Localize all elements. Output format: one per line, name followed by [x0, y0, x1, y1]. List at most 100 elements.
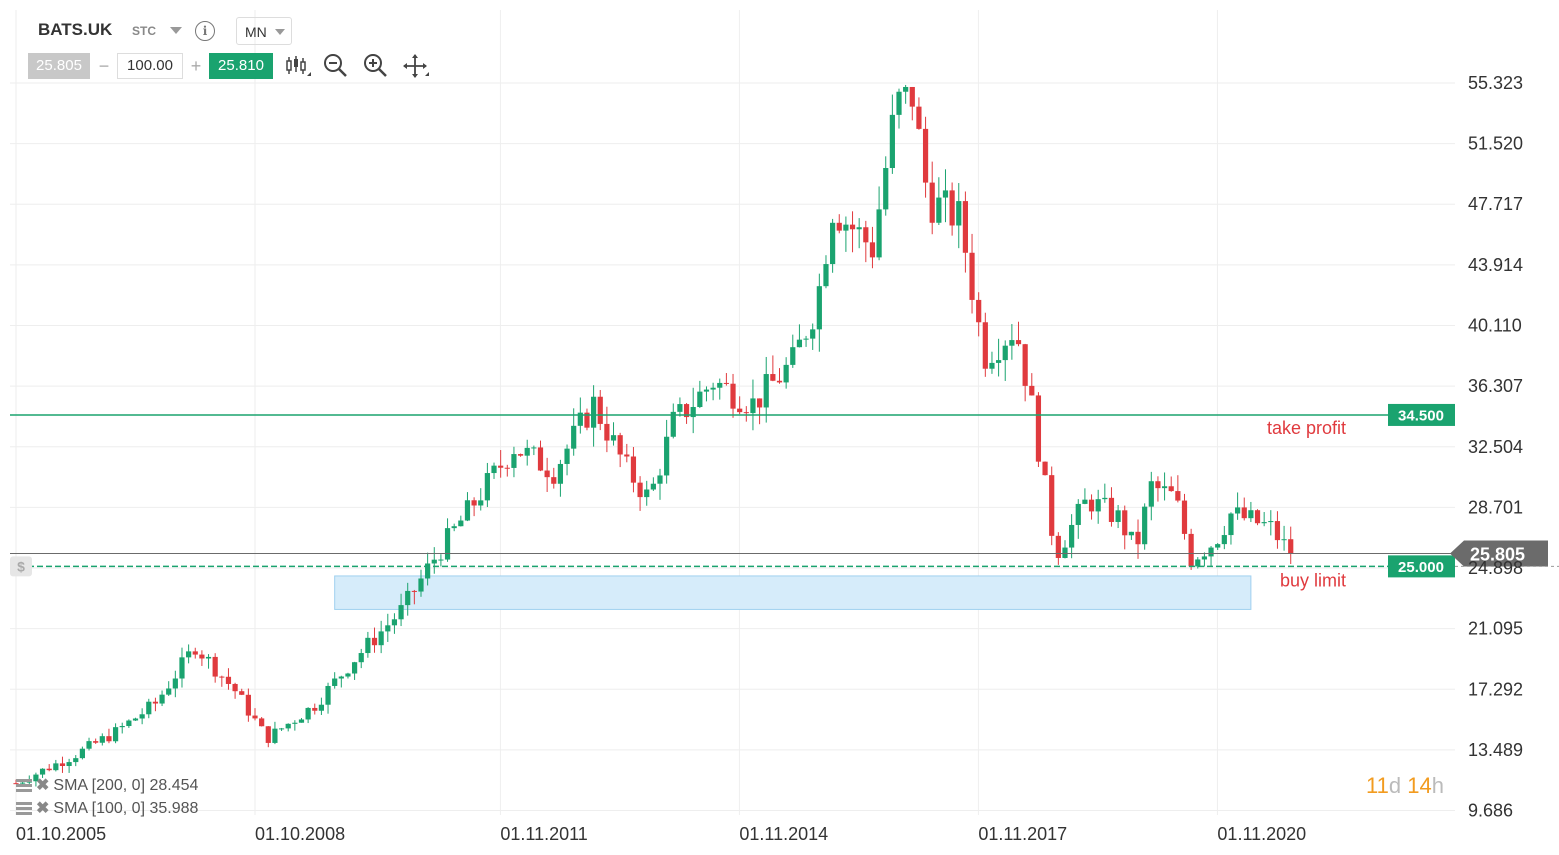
candle[interactable] — [278, 727, 285, 731]
candle[interactable] — [1009, 324, 1015, 360]
candle[interactable] — [1235, 492, 1241, 520]
candle[interactable] — [478, 488, 484, 511]
chevron-down-icon[interactable] — [275, 29, 285, 35]
candle[interactable] — [949, 182, 955, 236]
candle[interactable] — [604, 406, 610, 453]
candlestick-type-icon[interactable] — [283, 52, 311, 80]
candle[interactable] — [172, 670, 178, 698]
candle[interactable] — [265, 726, 271, 748]
candle[interactable] — [1055, 532, 1061, 565]
close-icon[interactable]: ✖ — [36, 800, 50, 817]
candle[interactable] — [484, 462, 490, 508]
candle[interactable] — [962, 191, 969, 273]
candle[interactable] — [405, 582, 411, 616]
candle[interactable] — [1268, 510, 1274, 536]
candle[interactable] — [418, 569, 424, 597]
candle[interactable] — [989, 351, 995, 374]
candle[interactable] — [551, 467, 557, 489]
candle[interactable] — [677, 397, 683, 417]
candle[interactable] — [737, 396, 743, 415]
candle[interactable] — [1261, 512, 1267, 527]
candle[interactable] — [504, 464, 510, 477]
candle[interactable] — [531, 445, 537, 456]
indicator-sma-200[interactable]: ✖ SMA [200, 0] 28.454 — [16, 775, 198, 795]
candle[interactable] — [391, 613, 398, 634]
candle[interactable] — [756, 398, 763, 425]
info-icon[interactable]: i — [195, 21, 215, 41]
candle[interactable] — [152, 697, 159, 712]
candle[interactable] — [630, 447, 637, 493]
candle[interactable] — [411, 589, 417, 605]
candle[interactable] — [292, 720, 298, 731]
timeframe-select[interactable]: MN — [236, 17, 292, 45]
candle[interactable] — [1201, 552, 1208, 567]
candle[interactable] — [112, 723, 119, 744]
candle[interactable] — [517, 453, 524, 457]
candle[interactable] — [896, 88, 902, 129]
candle[interactable] — [491, 462, 497, 479]
candle[interactable] — [86, 737, 92, 751]
candle[interactable] — [697, 380, 703, 409]
candle[interactable] — [378, 620, 384, 654]
candle[interactable] — [66, 758, 72, 773]
candle[interactable] — [46, 764, 52, 772]
candle[interactable] — [876, 186, 882, 261]
candle[interactable] — [803, 335, 809, 347]
candle[interactable] — [564, 444, 570, 476]
candle[interactable] — [225, 668, 232, 690]
candle[interactable] — [332, 672, 338, 689]
candle[interactable] — [93, 738, 99, 744]
candle[interactable] — [464, 492, 471, 522]
candle[interactable] — [710, 382, 716, 401]
candle[interactable] — [259, 717, 265, 727]
close-icon[interactable]: ✖ — [36, 777, 50, 794]
candle[interactable] — [239, 688, 245, 696]
candle[interactable] — [1248, 501, 1254, 523]
candle[interactable] — [119, 722, 125, 734]
candle[interactable] — [498, 450, 504, 478]
zoom-in-icon[interactable] — [362, 52, 390, 80]
candle[interactable] — [557, 459, 564, 497]
candle[interactable] — [1115, 504, 1121, 529]
candle[interactable] — [830, 218, 836, 273]
candle[interactable] — [1102, 483, 1108, 503]
candle[interactable] — [232, 682, 238, 699]
candle[interactable] — [584, 408, 590, 431]
candle[interactable] — [1168, 476, 1174, 492]
candle[interactable] — [272, 721, 278, 745]
candle[interactable] — [53, 759, 59, 772]
candle[interactable] — [571, 408, 577, 456]
zoom-out-icon[interactable] — [322, 52, 350, 80]
candle[interactable] — [471, 497, 477, 517]
buy-price-button[interactable]: 25.810 — [209, 53, 273, 79]
candle[interactable] — [1142, 503, 1148, 550]
candle[interactable] — [717, 378, 723, 400]
candle[interactable] — [936, 177, 942, 225]
candle[interactable] — [1281, 525, 1287, 551]
candle[interactable] — [212, 653, 218, 683]
candle[interactable] — [425, 552, 431, 586]
candle[interactable] — [132, 717, 139, 721]
candle[interactable] — [790, 334, 796, 368]
candle[interactable] — [909, 86, 915, 121]
candle[interactable] — [385, 613, 391, 642]
candle[interactable] — [1022, 343, 1028, 402]
candle[interactable] — [444, 518, 451, 562]
candle[interactable] — [1241, 497, 1247, 521]
candle[interactable] — [1161, 472, 1168, 501]
candle[interactable] — [763, 356, 769, 423]
candle[interactable] — [995, 338, 1002, 377]
candle[interactable] — [690, 387, 696, 434]
candle[interactable] — [776, 368, 783, 384]
candle[interactable] — [863, 220, 869, 263]
candle[interactable] — [1035, 392, 1042, 467]
candle[interactable] — [524, 439, 530, 466]
indicator-sma-100[interactable]: ✖ SMA [100, 0] 35.988 — [16, 798, 198, 818]
candle[interactable] — [511, 446, 517, 478]
candle[interactable] — [723, 373, 729, 386]
candle[interactable] — [73, 755, 79, 767]
candle[interactable] — [1215, 543, 1221, 550]
candle[interactable] — [770, 355, 776, 382]
candle[interactable] — [703, 386, 710, 402]
candle[interactable] — [982, 312, 988, 377]
